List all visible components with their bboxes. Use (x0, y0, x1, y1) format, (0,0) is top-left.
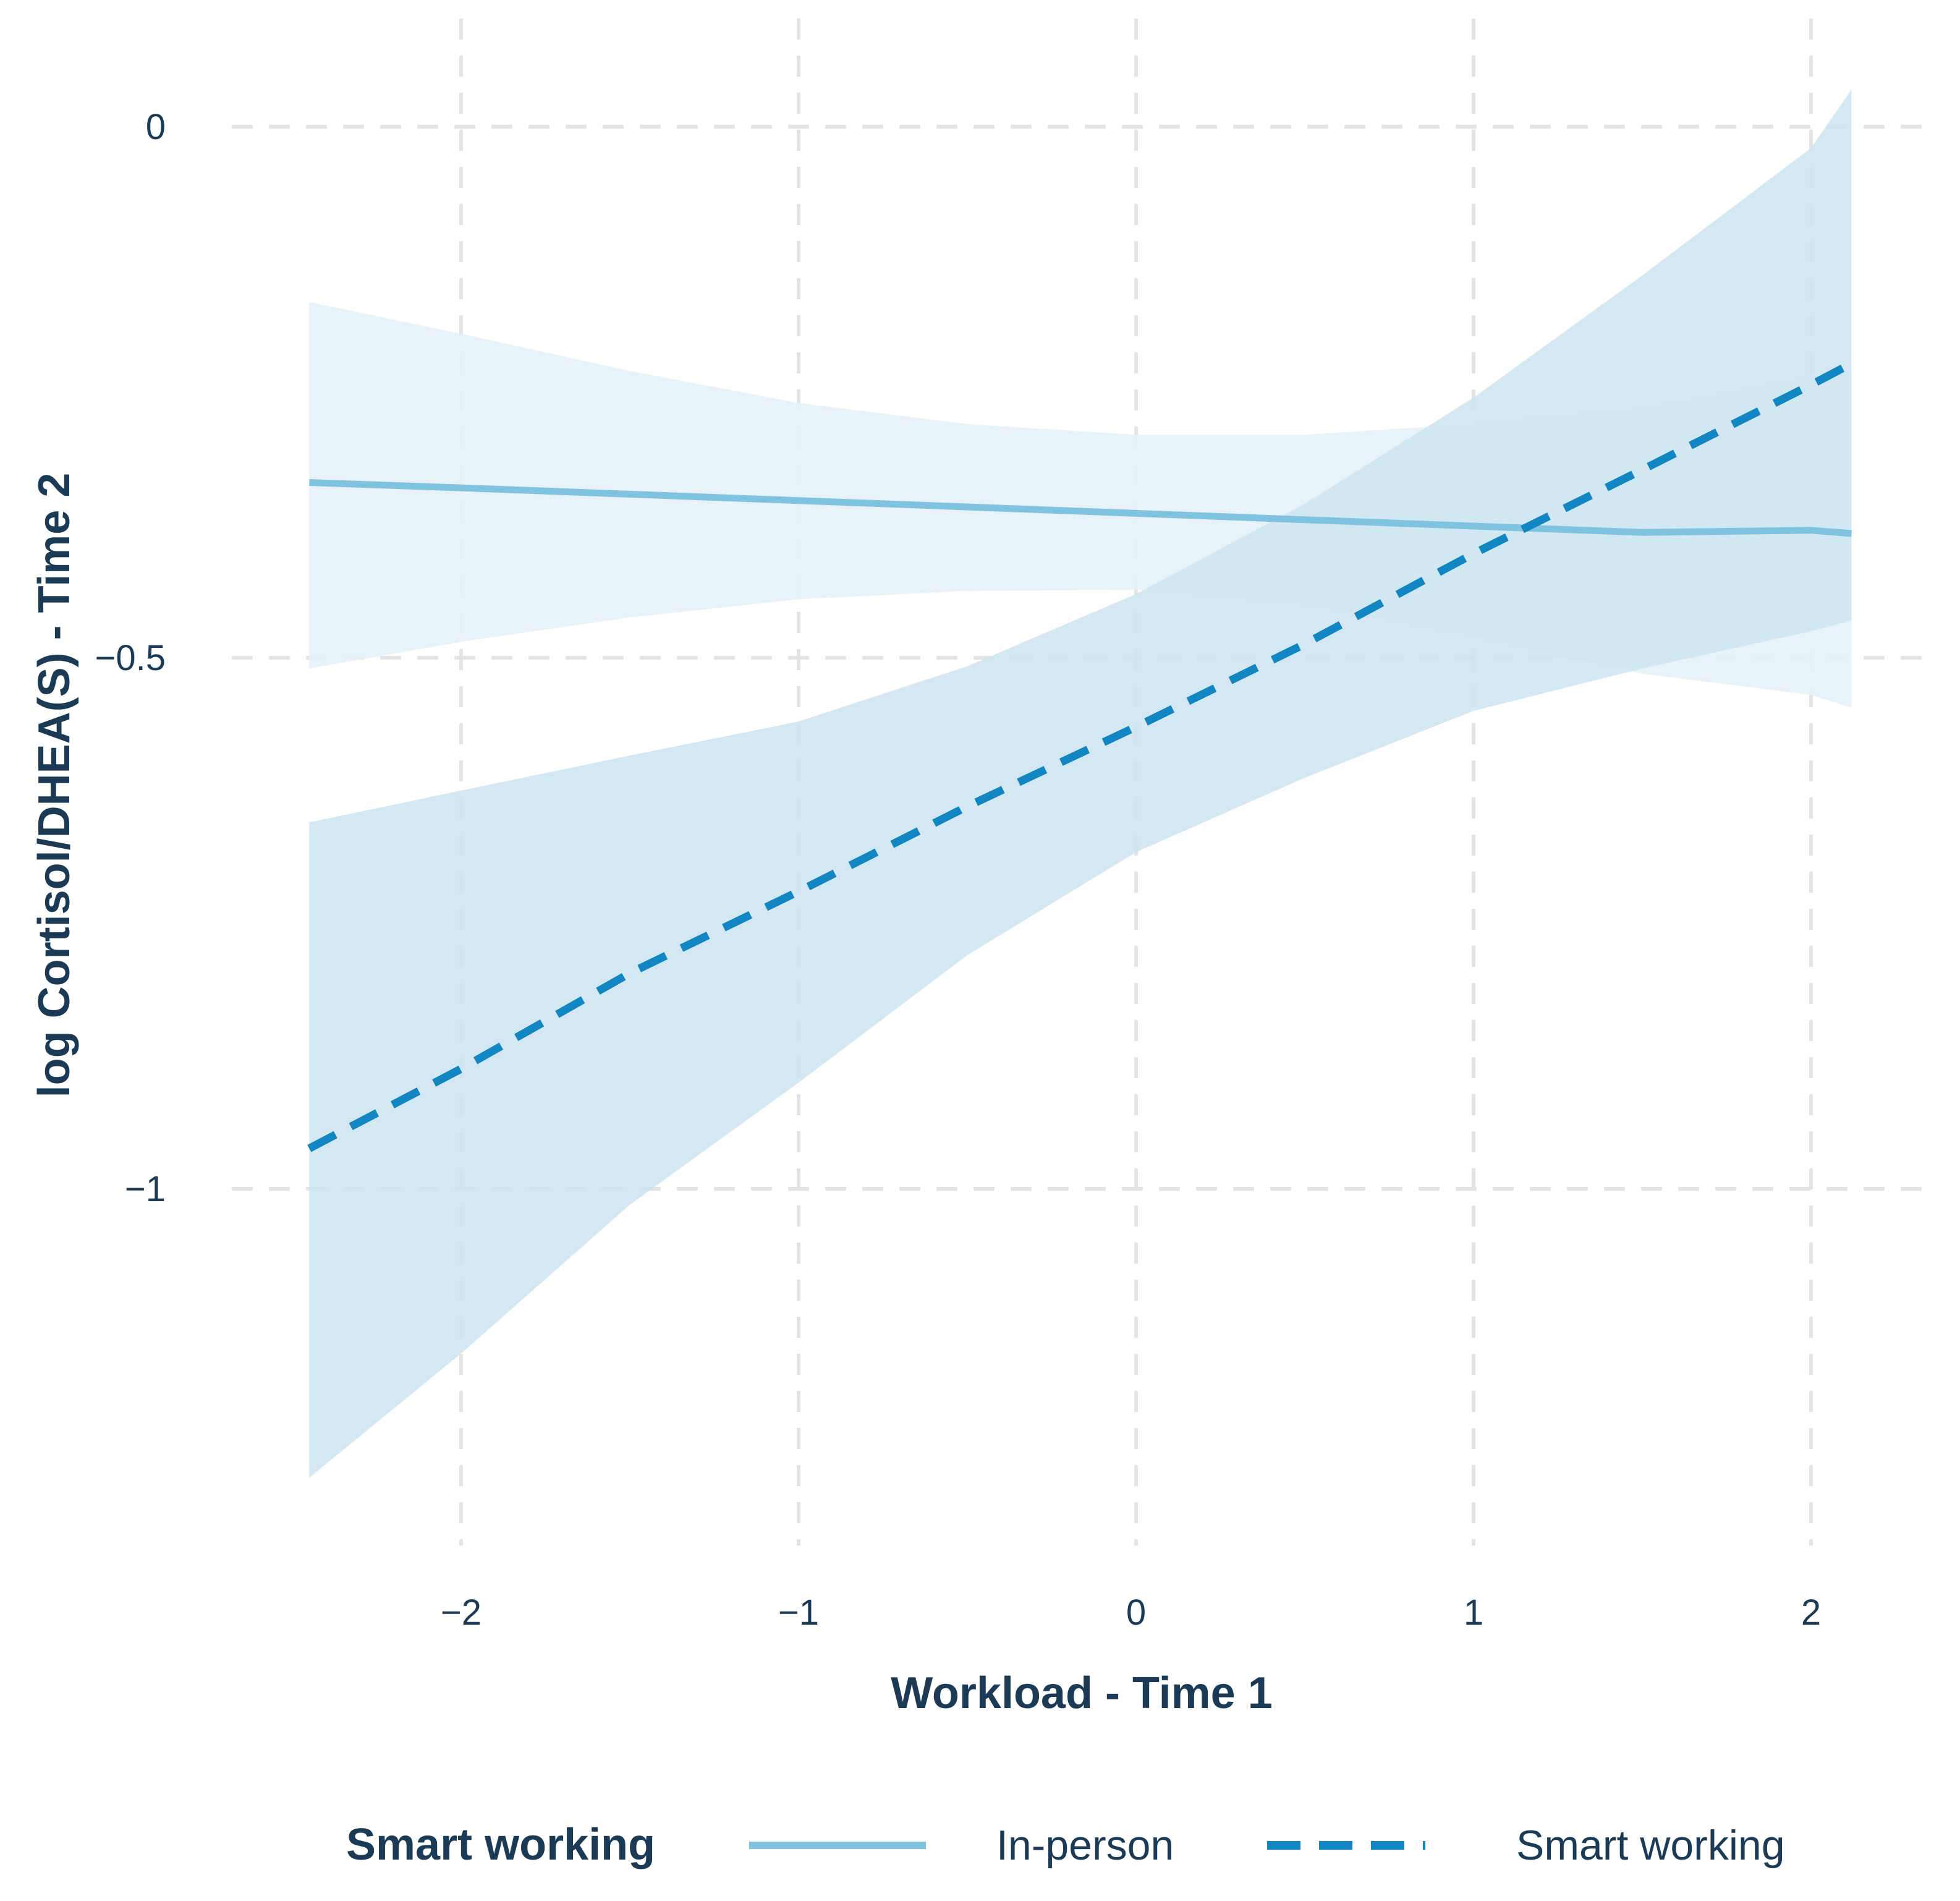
x-axis-ticks: −2 −1 0 1 2 (441, 1593, 1821, 1633)
series-line-in-person (309, 479, 1852, 537)
confidence-band-smart-working (309, 89, 1852, 1478)
y-tick-label: −1 (125, 1169, 166, 1209)
x-tick-label: 0 (1126, 1593, 1146, 1633)
y-tick-label: 0 (146, 107, 166, 147)
x-tick-label: 1 (1464, 1593, 1483, 1633)
x-tick-label: −1 (778, 1593, 819, 1633)
x-tick-label: 2 (1801, 1593, 1821, 1633)
legend-label-smart-working: Smart working (1516, 1822, 1785, 1869)
legend: Smart working In-person Smart working (346, 1820, 1785, 1869)
legend-title: Smart working (346, 1820, 655, 1869)
y-axis-ticks: 0 −0.5 −1 (95, 107, 166, 1209)
series-line-smart-working (307, 360, 1854, 1152)
x-axis-title: Workload - Time 1 (891, 1669, 1272, 1718)
x-tick-label: −2 (441, 1593, 482, 1633)
legend-label-in-person: In-person (996, 1822, 1174, 1869)
series-lines (307, 360, 1854, 1152)
y-axis-title: log Cortisol/DHEA(S) - Time 2 (30, 473, 79, 1098)
confidence-bands (309, 89, 1852, 1478)
y-tick-label: −0.5 (95, 638, 166, 678)
